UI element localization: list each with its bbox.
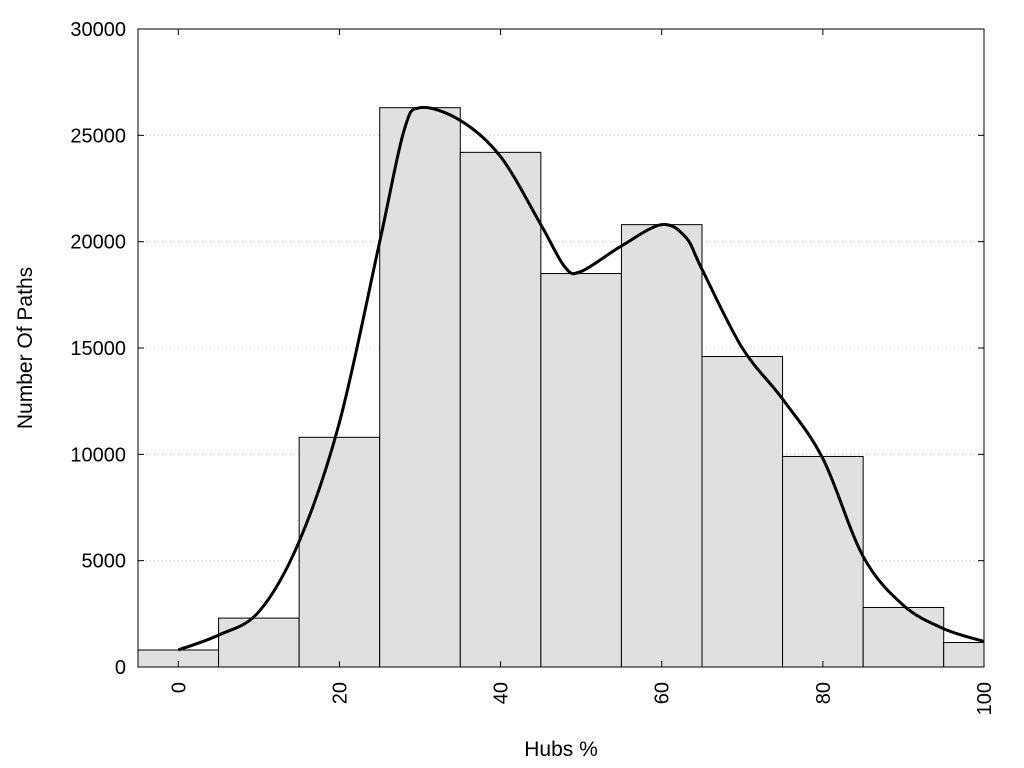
bar-8 [782,455,864,668]
x-axis-ticks: 0 20 40 60 80 100 [168,29,996,715]
bar-9 [862,606,945,668]
y-tick-label-0: 0 [115,657,126,679]
bar-10 [943,642,985,668]
x-tick-label-5: 100 [974,682,996,715]
y-tick-label-3: 15000 [70,338,126,360]
x-tick-label-2: 40 [491,682,513,704]
y-tick-label-1: 5000 [82,551,127,573]
bar-1 [218,617,300,668]
y-tick-label-4: 20000 [70,232,126,254]
y-axis-label: Number Of Paths [14,267,37,429]
histogram-bars [137,107,985,668]
y-tick-label-5: 25000 [70,125,126,147]
y-tick-label-2: 10000 [70,444,126,466]
x-tick-label-1: 20 [329,682,351,704]
bar-3 [379,107,461,668]
x-tick-label-4: 80 [813,682,835,704]
bar-6 [620,224,703,668]
density-curve [177,105,985,652]
bar-7 [701,356,784,668]
y-axis-ticks: 0 5000 10000 15000 20000 25000 30000 [70,19,984,679]
x-tick-label-3: 60 [652,682,674,704]
bar-4 [459,151,542,668]
y-tick-label-6: 30000 [70,19,126,41]
bar-2 [298,436,381,668]
density-curve-layer [177,105,985,652]
bar-5 [540,273,622,668]
x-axis-label: Hubs % [524,738,598,761]
x-tick-label-0: 0 [168,682,190,693]
